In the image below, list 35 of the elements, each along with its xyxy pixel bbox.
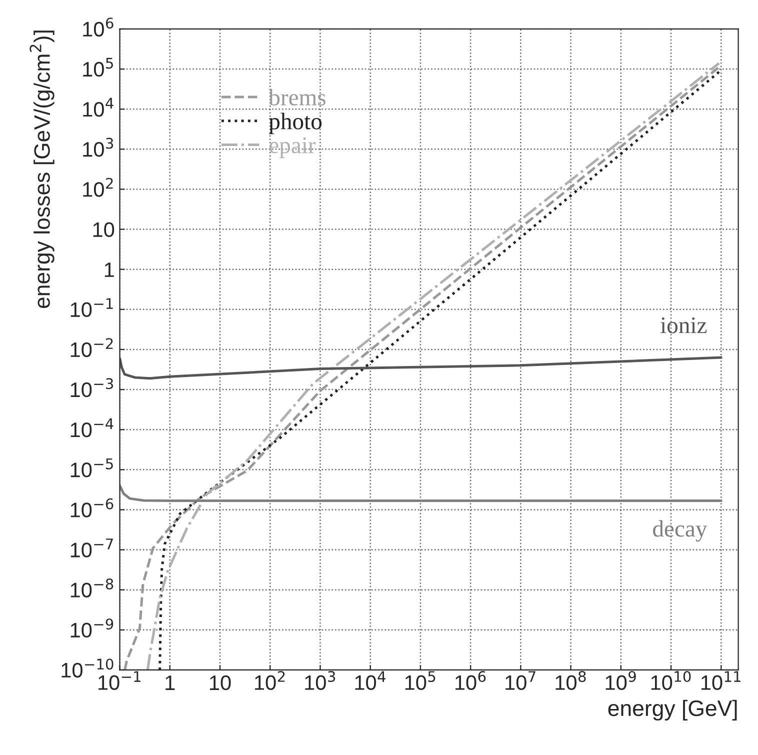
y-tick-label: 10$^{−3}$ — [70, 378, 113, 398]
y-tick-label: 10$^{−9}$ — [70, 618, 114, 638]
y-tick-label: 10$^{6}$ — [83, 18, 114, 37]
y-tick-label: 10$^{−2}$ — [70, 338, 113, 358]
y-tick-label: 10$^{−6}$ — [70, 498, 114, 518]
y-tick-label: 1 — [104, 262, 114, 277]
x-tick-label: 10$^{8}$ — [556, 670, 586, 690]
y-tick-label: 10$^{5}$ — [83, 58, 113, 77]
y-tick-label: 10$^{−5}$ — [70, 458, 113, 478]
y-tick-label: 10$^{−1}$ — [70, 298, 113, 318]
x-tick-label: 10$^{5}$ — [405, 671, 436, 690]
legend-label: photo — [269, 112, 322, 134]
y-tick-label: 10$^{−4}$ — [70, 418, 114, 438]
x-tick-label: 10$^{7}$ — [506, 671, 536, 690]
x-tick-label: 10$^{9}$ — [606, 670, 636, 690]
y-tick-label: 10$^{2}$ — [83, 178, 113, 197]
x-tick-label: 10$^{6}$ — [455, 670, 486, 690]
series-label: decay — [653, 520, 708, 542]
x-tick-label: 10$^{10}$ — [651, 670, 691, 690]
y-tick-label: 10$^{3}$ — [83, 138, 114, 157]
x-tick-label: 10$^{3}$ — [305, 670, 336, 690]
y-axis-title: energy losses [GeV/(g/cm$^{2}$)] — [30, 30, 54, 308]
legend-label: brems — [268, 88, 326, 106]
x-tick-label: 10 — [210, 675, 231, 690]
y-tick-label: 10$^{−7}$ — [70, 538, 113, 558]
x-axis-title: energy [GeV] — [608, 700, 737, 721]
x-tick-label: 10$^{2}$ — [255, 670, 285, 690]
y-tick-label: 10$^{−8}$ — [70, 578, 114, 598]
x-tick-label: 10$^{4}$ — [355, 671, 386, 690]
y-tick-label: 10 — [93, 222, 114, 238]
legend-label: epair — [270, 137, 316, 158]
x-tick-label: 1 — [166, 676, 175, 690]
series-label: ioniz — [660, 317, 707, 334]
x-tick-label: 10$^{11}$ — [701, 671, 740, 690]
y-tick-label: 10$^{4}$ — [83, 98, 114, 117]
